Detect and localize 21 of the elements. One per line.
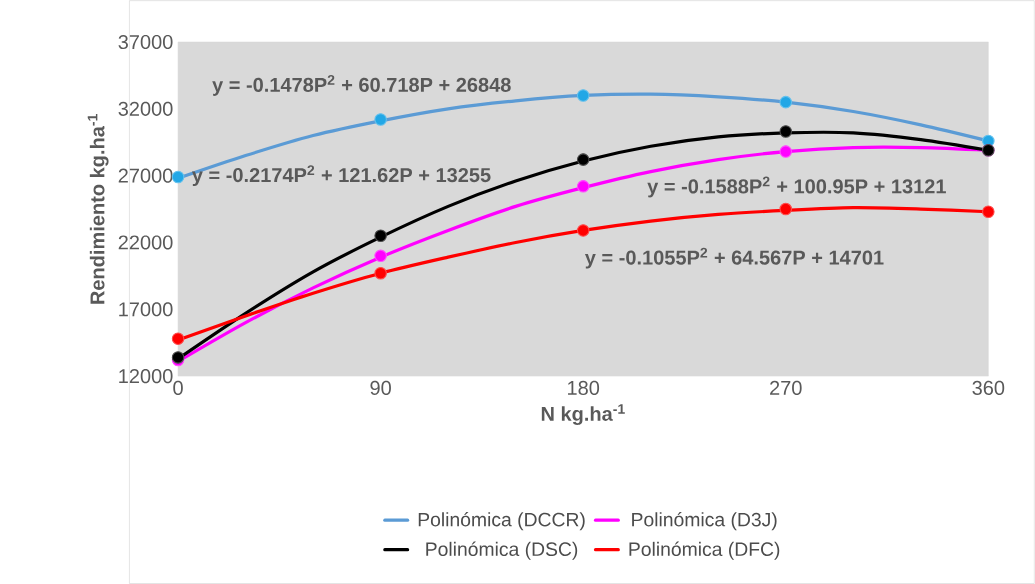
annotation: y = -0.2174P$^{2}$ + 121.62P + 13255 xyxy=(191,165,491,186)
y-tick-label: 32000 xyxy=(118,101,173,116)
legend-label: Polinómica (D3J) xyxy=(632,511,777,531)
annotation: y = -0.1478P$^{2}$ + 60.718P + 26848 xyxy=(212,74,511,96)
x-tick-label: 270 xyxy=(770,380,802,395)
y-tick-label: 12000 xyxy=(119,368,173,384)
x-axis-title: N kg.ha$^{-1}$ xyxy=(541,404,625,425)
annotation: y = -0.1588P$^{2}$ + 100.95P + 13121 xyxy=(647,176,946,198)
annotation: y = -0.1055P$^{2}$ + 64.567P + 14701 xyxy=(584,247,884,269)
y-tick-label: 22000 xyxy=(118,235,173,250)
y-axis-title: Rendimiento kg.ha$^{-1}$ xyxy=(87,114,109,304)
legend-label: Polinómica (DCCR) xyxy=(418,511,585,531)
legend-label: Polinómica (DSC) xyxy=(426,541,578,560)
y-tick-label: 27000 xyxy=(118,168,173,183)
legend-label: Polinómica (DFC) xyxy=(629,541,780,560)
y-tick-label: 17000 xyxy=(119,302,173,317)
x-tick-label: 360 xyxy=(972,380,1005,395)
x-tick-label: 180 xyxy=(568,380,600,395)
x-tick-label: 0 xyxy=(173,380,183,395)
x-tick-label: 90 xyxy=(370,380,391,395)
y-tick-label: 37000 xyxy=(118,34,173,49)
